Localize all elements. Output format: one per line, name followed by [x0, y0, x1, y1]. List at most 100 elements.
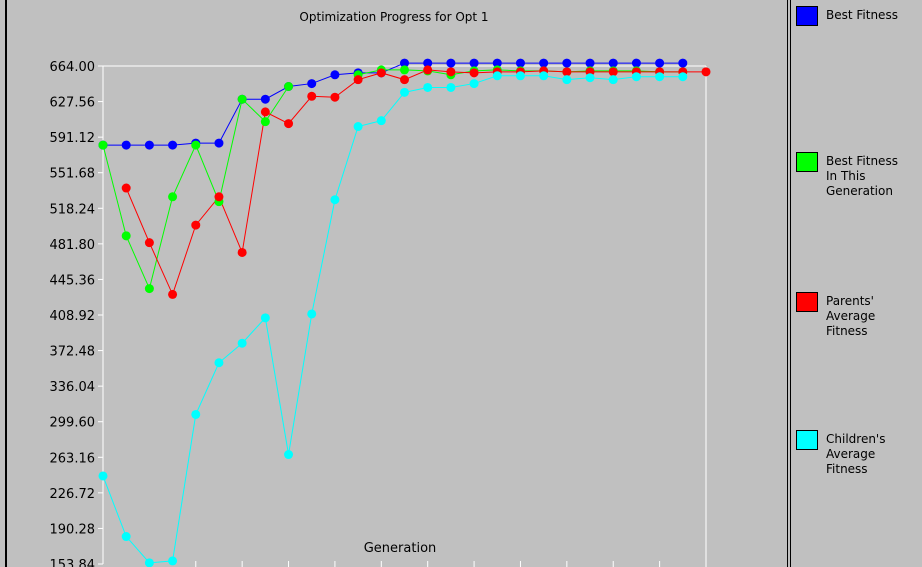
- y-tick-label: 372.48: [50, 345, 96, 360]
- data-point-children-s-average-fitness: [214, 358, 224, 368]
- data-point-children-s-average-fitness: [353, 122, 363, 132]
- data-point-best-fitness: [446, 58, 456, 68]
- chart-title: Optimization Progress for Opt 1: [299, 10, 489, 24]
- series-line-best-fitness-in-this-generation: [102, 86, 289, 291]
- data-point-best-fitness-in-this-generation: [400, 65, 409, 75]
- data-point-best-fitness: [168, 140, 178, 150]
- data-point-best-fitness: [608, 58, 618, 68]
- legend-swatch-parents-average: [796, 292, 818, 312]
- legend-label-best-fitness-generation: Best Fitness In This Generation: [826, 154, 898, 198]
- y-tick-label: 481.80: [50, 238, 96, 253]
- data-point-children-s-average-fitness: [608, 75, 618, 85]
- y-tick-label: 551.68: [50, 167, 96, 182]
- series-line-best-fitness: [103, 62, 683, 146]
- data-point-children-s-average-fitness: [562, 75, 572, 85]
- data-point-parents-average-fitness: [214, 192, 224, 202]
- data-point-parents-average-fitness: [191, 220, 201, 230]
- data-point-children-s-average-fitness: [98, 471, 108, 481]
- chart-legend-divider[interactable]: [787, 0, 791, 567]
- legend-label-children-average: Children's Average Fitness: [826, 432, 886, 476]
- y-tick-label: 226.72: [50, 487, 96, 502]
- data-point-best-fitness-in-this-generation: [191, 140, 201, 150]
- data-point-parents-average-fitness: [284, 119, 294, 129]
- data-point-children-s-average-fitness: [585, 73, 595, 83]
- data-point-best-fitness: [400, 58, 409, 68]
- data-point-children-s-average-fitness: [168, 556, 178, 566]
- y-tick-label: 627.56: [50, 96, 96, 111]
- y-tick-label: 263.16: [50, 451, 96, 466]
- data-point-children-s-average-fitness: [376, 116, 386, 126]
- data-point-parents-average-fitness: [423, 65, 433, 75]
- data-point-best-fitness-in-this-generation: [121, 231, 131, 241]
- data-point-children-s-average-fitness: [631, 72, 641, 82]
- data-point-parents-average-fitness: [353, 75, 363, 85]
- data-point-children-s-average-fitness: [678, 72, 688, 82]
- data-point-best-fitness: [631, 58, 641, 68]
- data-point-best-fitness: [678, 58, 688, 68]
- y-tick-label: 153.84: [50, 558, 96, 567]
- legend-swatch-best-fitness: [796, 6, 818, 26]
- y-tick-label: 299.60: [50, 416, 96, 431]
- data-point-best-fitness-in-this-generation: [284, 81, 294, 91]
- legend-swatch-children-average: [796, 430, 818, 450]
- data-point-best-fitness: [492, 58, 502, 68]
- data-point-best-fitness-in-this-generation: [260, 117, 270, 127]
- data-point-parents-average-fitness: [168, 289, 178, 299]
- data-point-children-s-average-fitness: [144, 558, 154, 567]
- data-point-children-s-average-fitness: [237, 338, 247, 348]
- data-point-best-fitness-in-this-generation: [144, 284, 154, 294]
- data-point-parents-average-fitness: [562, 67, 572, 77]
- y-tick-label: 408.92: [50, 309, 96, 324]
- data-point-children-s-average-fitness: [446, 82, 456, 92]
- y-tick-label: 190.28: [50, 522, 96, 537]
- data-point-children-s-average-fitness: [423, 82, 433, 92]
- y-tick-label: 445.36: [50, 273, 96, 288]
- series-line-children-s-average-fitness: [102, 75, 683, 564]
- data-point-children-s-average-fitness: [400, 87, 409, 97]
- data-point-best-fitness: [260, 94, 270, 104]
- legend-label-best-fitness: Best Fitness: [826, 8, 898, 22]
- data-point-best-fitness: [307, 79, 317, 89]
- data-point-parents-average-fitness: [260, 107, 270, 117]
- data-point-parents-average-fitness: [469, 68, 479, 78]
- y-tick-label: 518.24: [50, 202, 96, 217]
- data-point-children-s-average-fitness: [121, 532, 131, 542]
- data-point-parents-average-fitness: [121, 183, 131, 193]
- data-point-best-fitness: [562, 58, 572, 68]
- data-point-children-s-average-fitness: [260, 313, 270, 323]
- data-point-best-fitness-in-this-generation: [98, 140, 108, 150]
- legend-swatch-best-fitness-generation: [796, 152, 818, 172]
- data-point-best-fitness: [469, 58, 479, 68]
- data-point-children-s-average-fitness: [539, 71, 549, 81]
- data-point-parents-average-fitness: [400, 75, 409, 85]
- data-point-best-fitness: [515, 58, 525, 68]
- data-point-best-fitness: [423, 58, 433, 68]
- y-tick-label: 591.12: [50, 131, 96, 146]
- data-point-children-s-average-fitness: [655, 72, 665, 82]
- data-point-best-fitness: [655, 58, 665, 68]
- data-point-best-fitness-in-this-generation: [168, 192, 178, 202]
- data-point-children-s-average-fitness: [469, 79, 479, 89]
- data-point-children-s-average-fitness: [191, 409, 201, 419]
- data-point-best-fitness: [214, 138, 224, 148]
- y-tick-label: 664.00: [50, 60, 96, 75]
- data-point-children-s-average-fitness: [307, 309, 317, 319]
- data-point-children-s-average-fitness: [330, 195, 340, 205]
- data-point-best-fitness: [144, 140, 154, 150]
- data-point-best-fitness-in-this-generation: [237, 94, 247, 104]
- data-point-parents-average-fitness: [144, 238, 154, 248]
- data-point-best-fitness: [539, 58, 549, 68]
- data-point-parents-average-fitness: [307, 91, 317, 101]
- x-axis-label: Generation: [363, 541, 437, 556]
- data-point-children-s-average-fitness: [284, 450, 294, 460]
- data-point-best-fitness: [585, 58, 595, 68]
- data-point-parents-average-fitness: [701, 67, 711, 77]
- data-point-parents-average-fitness: [237, 247, 247, 257]
- data-point-parents-average-fitness: [376, 68, 386, 78]
- data-point-parents-average-fitness: [446, 67, 456, 77]
- left-border: [5, 0, 7, 567]
- data-point-children-s-average-fitness: [492, 71, 502, 81]
- y-tick-label: 336.04: [50, 380, 96, 395]
- legend-label-parents-average: Parents' Average Fitness: [826, 294, 876, 338]
